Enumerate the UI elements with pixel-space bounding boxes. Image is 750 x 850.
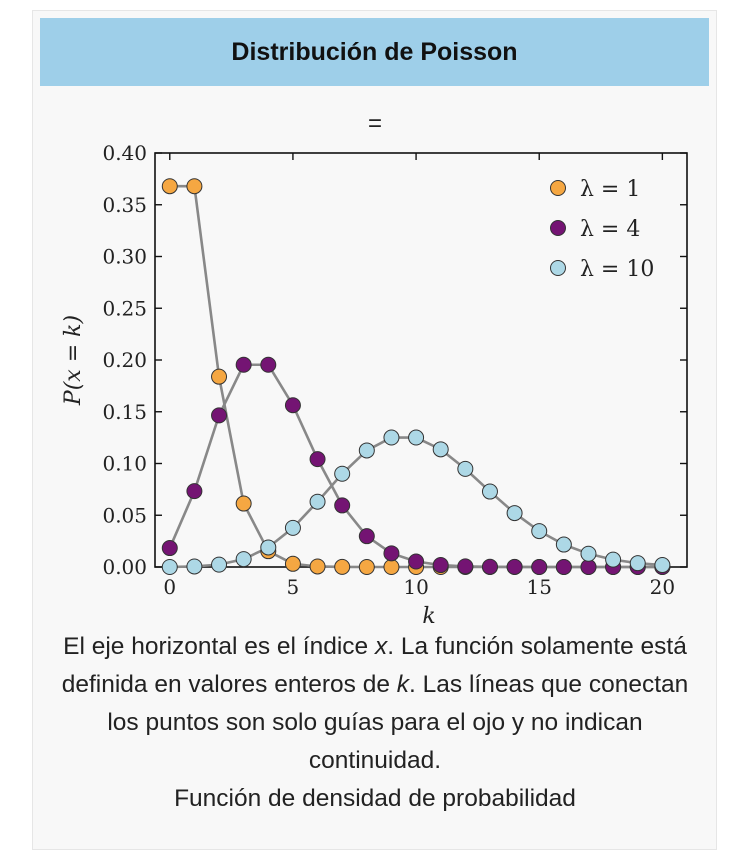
- data-point-s2-2: [211, 556, 228, 573]
- y-tick-label: 0.05: [102, 503, 147, 527]
- data-point-s0-1: [186, 178, 203, 195]
- data-point-s1-0: [161, 540, 178, 557]
- legend-label-1: λ = 4: [580, 217, 640, 242]
- legend-marker-2: [550, 260, 566, 276]
- data-point-s2-14: [506, 505, 523, 522]
- data-point-s2-10: [408, 429, 425, 446]
- y-tick-label: 0.30: [102, 245, 147, 269]
- data-point-s2-6: [309, 493, 326, 510]
- data-point-s0-5: [284, 555, 301, 572]
- caption-var-k: k: [396, 671, 410, 698]
- data-point-s1-9: [383, 545, 400, 562]
- data-point-s1-16: [555, 559, 572, 575]
- data-point-s1-11: [432, 557, 449, 574]
- data-point-s1-6: [309, 451, 326, 468]
- data-point-s2-0: [161, 559, 178, 575]
- x-tick-label: 0: [163, 575, 176, 599]
- data-point-s2-11: [432, 441, 449, 458]
- data-point-s2-13: [481, 483, 498, 500]
- x-tick-label: 10: [403, 575, 428, 599]
- data-point-s1-1: [186, 483, 203, 500]
- data-point-s1-12: [457, 558, 474, 575]
- data-point-s1-5: [284, 397, 301, 414]
- caption-part-3: . Las líneas que conectan los puntos son…: [107, 671, 689, 774]
- data-point-s2-4: [260, 539, 277, 556]
- x-axis-label: k: [422, 604, 435, 629]
- poisson-chart: 0.00 0.05 0.10 0.15 0.20 0.25 0.30 0.35 0.40 0 5 10…: [61, 141, 688, 629]
- data-point-s1-13: [481, 558, 498, 575]
- y-tick-label: 0.15: [102, 400, 147, 424]
- legend-label-2: λ = 10: [580, 257, 654, 282]
- data-point-s1-7: [334, 497, 351, 514]
- figure-card: [32, 10, 717, 850]
- data-point-s2-7: [334, 465, 351, 482]
- x-tick-label: 15: [526, 575, 551, 599]
- data-point-s0-9: [383, 559, 400, 575]
- data-point-s0-8: [358, 559, 375, 575]
- y-axis-label: P(x = k): [61, 315, 86, 406]
- caption-part-2: . La función solamente está definida en …: [61, 633, 687, 698]
- data-point-s2-19: [629, 555, 646, 572]
- data-point-s1-3: [235, 356, 252, 373]
- data-point-s2-17: [580, 545, 597, 562]
- caption-subtitle: Función de densidad de probabilidad: [174, 785, 576, 812]
- data-point-s2-15: [531, 523, 548, 540]
- data-point-s0-7: [334, 558, 351, 575]
- legend-marker-1: [550, 220, 566, 236]
- y-tick-label: 0.20: [102, 348, 147, 372]
- y-tick-label: 0.25: [102, 296, 147, 320]
- data-point-s0-0: [161, 178, 178, 195]
- caption-part-1: El eje horizontal es el índice: [63, 633, 375, 660]
- data-point-s2-5: [284, 519, 301, 536]
- data-point-s2-8: [358, 442, 375, 459]
- data-point-s2-3: [235, 551, 252, 568]
- plot-frame: [154, 152, 688, 568]
- page-title: Distribución de Poisson: [231, 37, 518, 66]
- data-point-s1-4: [260, 356, 277, 373]
- x-tick-label: 20: [650, 575, 675, 599]
- data-point-s2-20: [654, 557, 671, 574]
- y-tick-label: 0.10: [102, 452, 147, 476]
- data-point-s2-16: [555, 536, 572, 553]
- series-line-1: [168, 363, 663, 569]
- data-point-s1-8: [358, 528, 375, 545]
- data-point-s0-3: [235, 495, 252, 512]
- equation-label: =: [367, 110, 382, 137]
- y-tick-label: 0.40: [102, 141, 147, 165]
- data-point-s1-14: [506, 558, 523, 575]
- data-point-s1-2: [211, 407, 228, 424]
- data-point-s0-6: [309, 558, 326, 575]
- data-point-s1-15: [531, 559, 548, 575]
- y-tick-label: 0.00: [102, 555, 147, 579]
- figure-caption: El eje horizontal es el índice x. La fun…: [60, 628, 690, 818]
- caption-var-x: x: [374, 633, 388, 660]
- title-bar: Distribución de Poisson: [40, 18, 709, 86]
- legend-label-0: λ = 1: [580, 177, 640, 202]
- data-point-s2-9: [383, 429, 400, 446]
- data-point-s1-10: [408, 553, 425, 570]
- data-point-s0-2: [211, 368, 228, 385]
- y-tick-label: 0.35: [102, 193, 147, 217]
- legend-marker-0: [550, 180, 566, 196]
- data-point-s2-18: [605, 551, 622, 568]
- x-tick-label: 5: [287, 575, 300, 599]
- data-point-s2-12: [457, 460, 474, 477]
- data-point-s2-1: [186, 558, 203, 575]
